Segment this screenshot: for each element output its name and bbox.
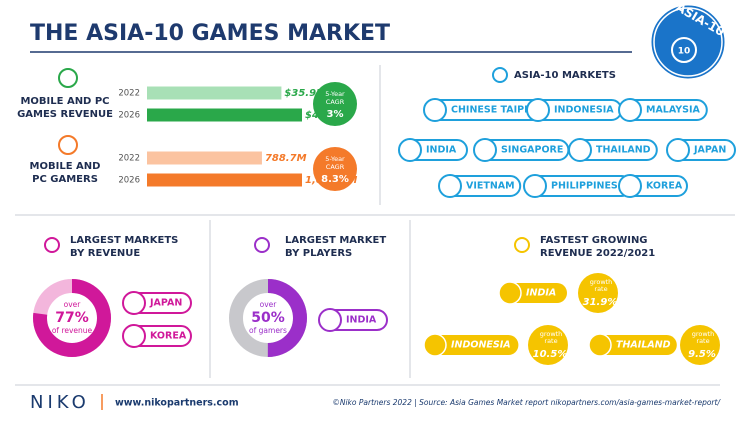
market-name: JAPAN	[693, 145, 726, 156]
badge	[648, 2, 728, 82]
label: 5-Year	[325, 90, 345, 98]
url[interactable]: www.nikopartners.com	[115, 398, 239, 409]
label: 5-Year	[325, 155, 345, 163]
market-icon	[438, 174, 462, 198]
market-icon	[398, 138, 422, 162]
icon	[514, 237, 530, 253]
market-name: JAPAN	[149, 298, 182, 309]
label: BY REVENUE	[70, 248, 140, 259]
bar	[147, 108, 302, 122]
market-name: INDONESIA	[451, 340, 511, 351]
label: REVENUE 2022/2021	[540, 248, 655, 259]
badge-ring	[653, 7, 723, 77]
growth-badge	[578, 273, 618, 313]
market-icon	[588, 333, 612, 357]
cagr-badge	[313, 82, 357, 126]
icon	[254, 237, 270, 253]
market-name: VIETNAM	[466, 181, 515, 192]
donut-suffix: of gamers	[249, 326, 287, 335]
label: GAMES REVENUE	[17, 109, 113, 120]
badge-number: 10	[678, 47, 691, 57]
label: CAGR	[326, 98, 345, 106]
label: MOBILE AND	[30, 161, 101, 172]
donut-share	[33, 279, 111, 357]
label: growth	[540, 330, 563, 338]
market-name: MALAYSIA	[646, 105, 701, 116]
market-name: THAILAND	[596, 145, 651, 156]
label: PC GAMERS	[32, 174, 98, 185]
year: 2026	[118, 111, 140, 121]
donut-share	[229, 279, 307, 357]
label: growth	[590, 278, 613, 286]
market-name: PHILIPPINES	[551, 181, 618, 192]
icon	[58, 68, 78, 88]
growth-rate: 9.5%	[688, 349, 716, 360]
icon	[492, 67, 508, 83]
label: MOBILE AND PC	[20, 96, 109, 107]
market-icon	[122, 291, 146, 315]
year: 2022	[118, 89, 140, 99]
icon	[44, 237, 60, 253]
donut-suffix: of revenue	[52, 326, 93, 335]
market-icon	[568, 138, 592, 162]
label: rate	[696, 337, 709, 345]
donut-value: 77%	[55, 310, 89, 326]
label: rate	[544, 337, 557, 345]
label: LARGEST MARKET	[285, 235, 386, 246]
market-name: INDIA	[346, 315, 377, 326]
credit: ©Niko Partners 2022 | Source: Asia Games…	[332, 398, 721, 407]
market-icon	[473, 138, 497, 162]
section-title: ASIA-10 MARKETS	[514, 70, 616, 81]
market-icon	[666, 138, 690, 162]
growth-badge	[680, 325, 720, 365]
year: 2022	[118, 154, 140, 164]
label: LARGEST MARKETS	[70, 235, 178, 246]
label: rate	[594, 285, 607, 293]
donut-prefix: over	[260, 300, 278, 309]
cagr: 8.3%	[321, 174, 349, 185]
bar-label: 788.7M	[265, 153, 307, 164]
cagr-badge	[313, 147, 357, 191]
icon	[58, 135, 78, 155]
cagr: 3%	[327, 109, 344, 120]
market-name: INDIA	[526, 288, 556, 299]
market-name: THAILAND	[616, 340, 671, 351]
market-name: SINGAPORE	[501, 145, 563, 156]
market-name: KOREA	[646, 181, 683, 192]
growth-rate: 31.9%	[583, 297, 618, 308]
label: CAGR	[326, 163, 345, 171]
market-name: INDIA	[426, 145, 457, 156]
year: 2026	[118, 176, 140, 186]
market-name: INDONESIA	[554, 105, 614, 116]
market-icon	[122, 324, 146, 348]
market-icon	[423, 98, 447, 122]
badge-globe	[671, 37, 697, 63]
bar	[147, 173, 302, 187]
market-icon	[498, 281, 522, 305]
market-icon	[318, 308, 342, 332]
growth-rate: 10.5%	[533, 349, 568, 360]
market-icon	[526, 98, 550, 122]
label: BY PLAYERS	[285, 248, 352, 259]
market-pill	[590, 335, 677, 355]
market-name: KOREA	[150, 331, 187, 342]
market-pill	[425, 335, 519, 355]
market-icon	[523, 174, 547, 198]
growth-badge	[528, 325, 568, 365]
logo: NIKO	[30, 392, 90, 413]
bar	[147, 151, 262, 165]
market-icon	[618, 174, 642, 198]
market-icon	[618, 98, 642, 122]
bar	[147, 86, 282, 100]
label: growth	[692, 330, 715, 338]
donut-value: 50%	[251, 310, 285, 326]
market-name: CHINESE TAIPEI	[451, 105, 534, 116]
market-icon	[423, 333, 447, 357]
title: THE ASIA-10 GAMES MARKET	[30, 21, 390, 46]
donut-prefix: over	[64, 300, 82, 309]
label: FASTEST GROWING	[540, 235, 648, 246]
bar-label: $35.9B	[284, 88, 323, 99]
